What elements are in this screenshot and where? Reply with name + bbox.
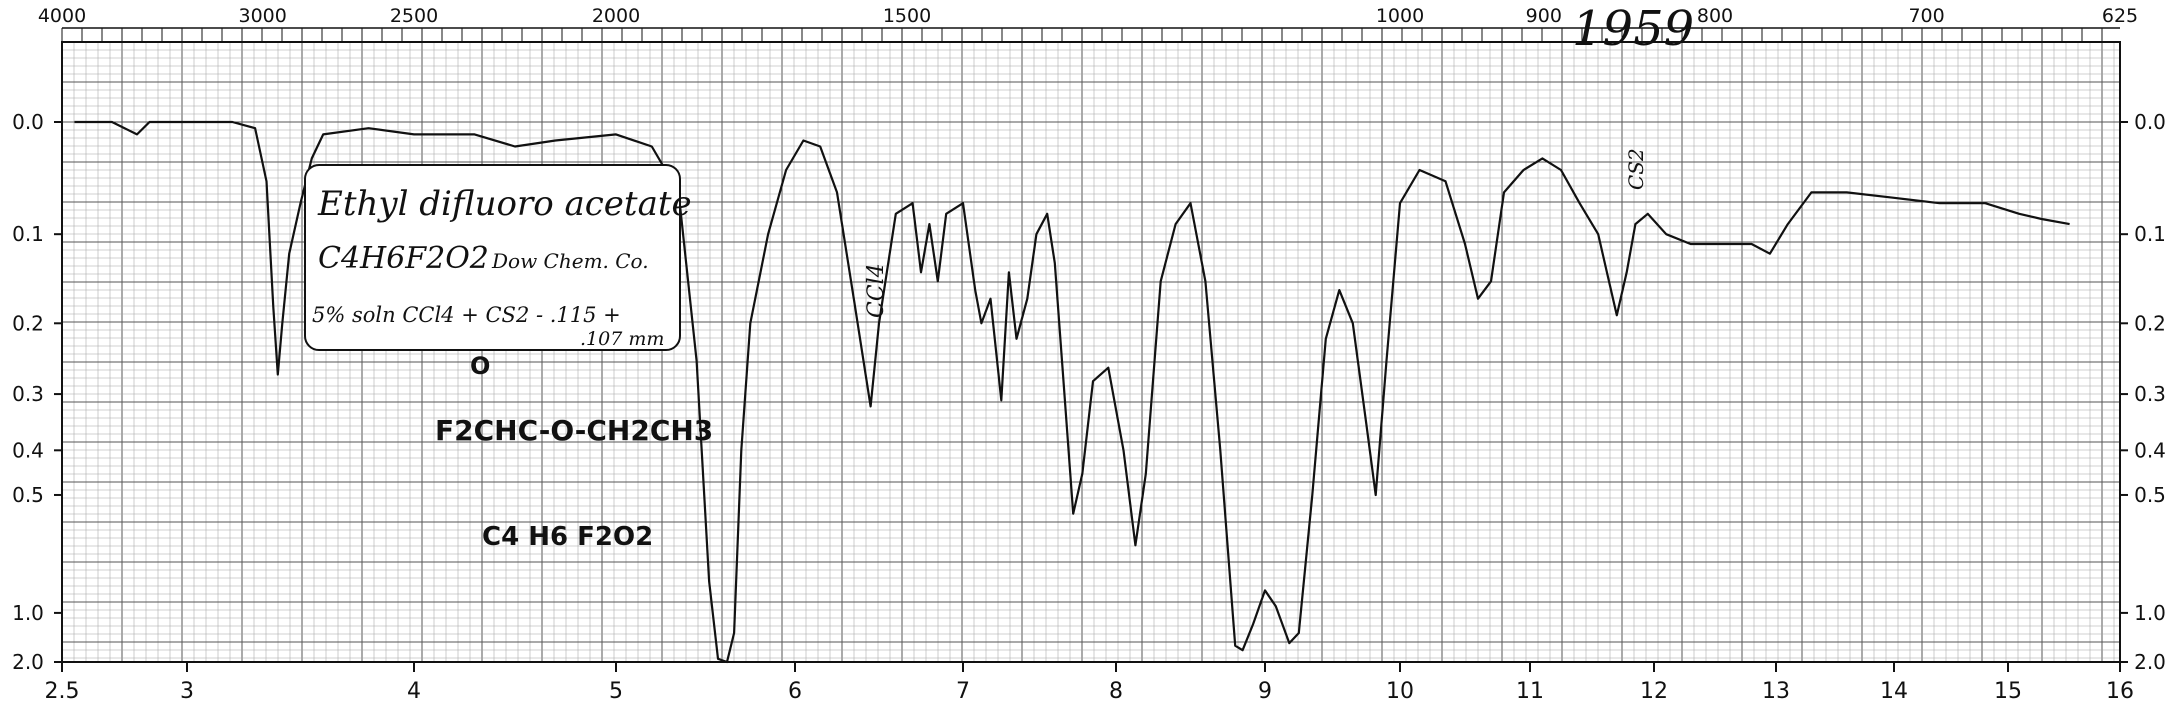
structure-formula: F2CHC-O-CH2CH3 [435, 414, 713, 447]
x-tick-label-bottom: 15 [1994, 679, 2022, 704]
x-tick-label-bottom: 11 [1516, 679, 1544, 704]
y-tick-label-right: 1.0 [2134, 601, 2166, 625]
x-tick-label-top: 1000 [1376, 5, 1424, 27]
x-tick-label-top: 700 [1908, 5, 1944, 27]
x-tick-label-bottom: 12 [1640, 679, 1668, 704]
x-tick-label-top: 4000 [38, 5, 86, 27]
x-tick-label-bottom: 7 [956, 679, 970, 704]
y-tick-label-right: 0.2 [2134, 311, 2166, 335]
y-tick-label-left: 0.0 [12, 110, 44, 134]
x-tick-label-bottom: 4 [407, 679, 421, 704]
y-tick-label-right: 0.1 [2134, 222, 2166, 246]
x-tick-label-bottom: 14 [1880, 679, 1908, 704]
x-tick-label-bottom: 10 [1386, 679, 1414, 704]
x-tick-label-top: 800 [1697, 5, 1733, 27]
x-tick-label-top: 1500 [883, 5, 931, 27]
spectrum-line [74, 120, 2070, 664]
x-tick-label-bottom: 13 [1762, 679, 1790, 704]
x-tick-label-top: 900 [1526, 5, 1562, 27]
x-tick-label-top: 3000 [238, 5, 286, 27]
year-label: 1959 [1572, 1, 1694, 57]
y-tick-label-right: 0.4 [2134, 438, 2166, 462]
y-tick-label-left: 0.3 [12, 382, 44, 406]
x-tick-label-top: 2000 [592, 5, 640, 27]
y-tick-label-left: 0.4 [12, 438, 44, 462]
compound-formula: C4H6F2O2 [318, 241, 489, 276]
annotation-card [304, 164, 681, 351]
solvent-mark-cs2: CS2 [1624, 148, 1648, 190]
compound-source: Dow Chem. Co. [491, 249, 649, 273]
x-tick-label-bottom: 8 [1109, 679, 1123, 704]
x-tick-label-top: 2500 [390, 5, 438, 27]
y-tick-label-right: 0.0 [2134, 110, 2166, 134]
y-tick-label-left: 0.1 [12, 222, 44, 246]
formula-repeat: C4 H6 F2O2 [482, 522, 653, 552]
conditions-line-1: 5% soln CCl4 + CS2 - .115 + [312, 303, 621, 327]
x-tick-label-bottom: 9 [1258, 679, 1272, 704]
x-tick-label-bottom: 6 [788, 679, 802, 704]
x-tick-label-bottom: 5 [609, 679, 623, 704]
compound-name: Ethyl difluoro acetate [317, 184, 692, 224]
y-tick-label-left: 0.2 [12, 311, 44, 335]
structure-carbonyl: O [470, 352, 490, 380]
y-tick-label-left: 0.5 [12, 483, 44, 507]
solvent-mark-ccl4: CCl4 [864, 263, 889, 318]
y-tick-label-right: 2.0 [2134, 650, 2166, 674]
plot-frame [61, 41, 2121, 663]
y-tick-label-right: 0.5 [2134, 483, 2166, 507]
y-tick-label-right: 0.3 [2134, 382, 2166, 406]
x-tick-label-top: 625 [2102, 5, 2138, 27]
y-tick-label-left: 1.0 [12, 601, 44, 625]
x-tick-label-bottom: 2.5 [45, 679, 80, 704]
x-tick-label-bottom: 16 [2106, 679, 2134, 704]
x-tick-label-bottom: 3 [180, 679, 194, 704]
y-tick-label-left: 2.0 [12, 650, 44, 674]
conditions-line-2: .107 mm [580, 328, 664, 350]
